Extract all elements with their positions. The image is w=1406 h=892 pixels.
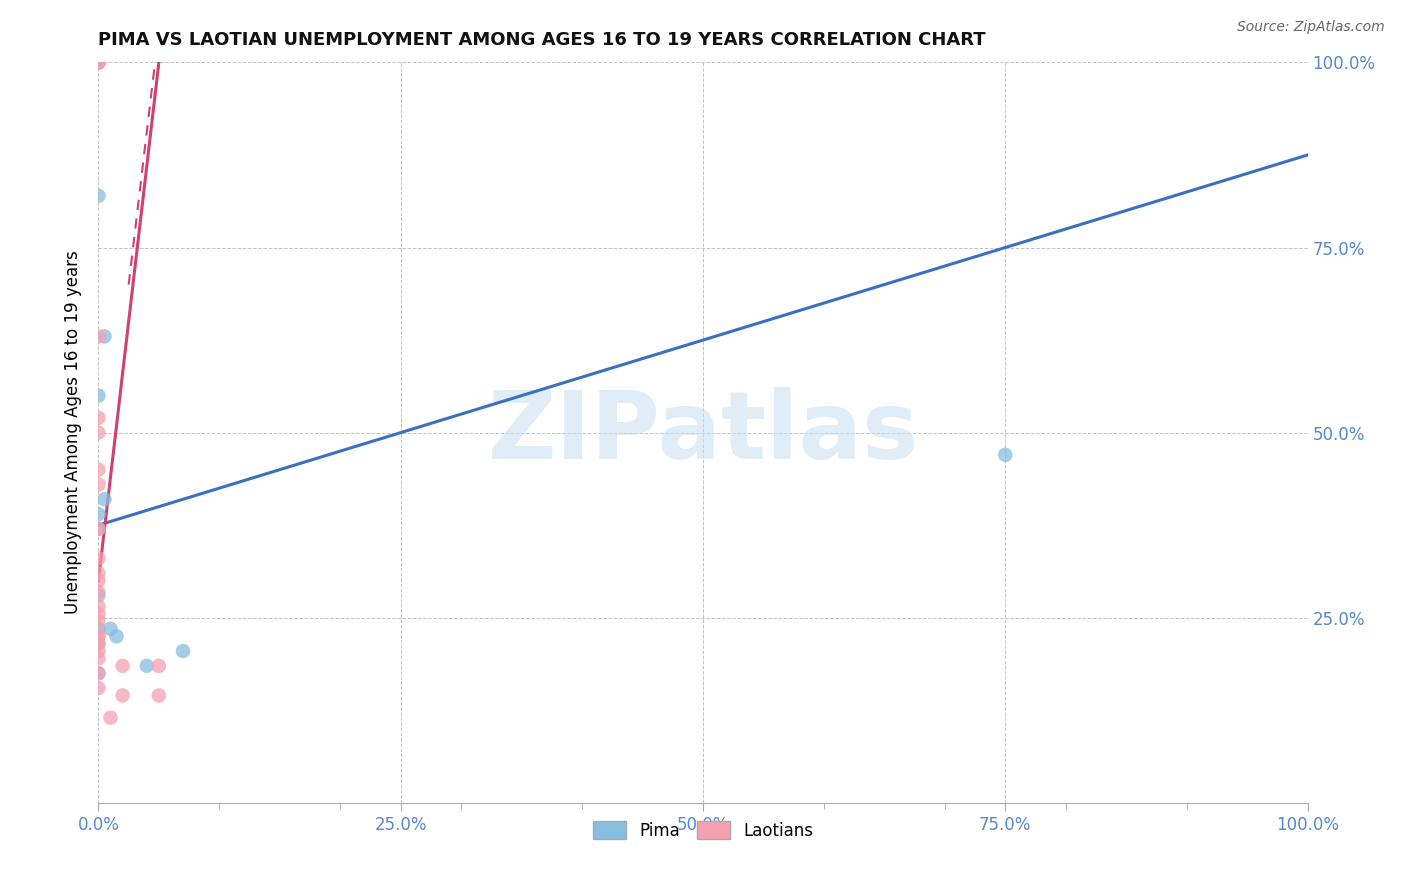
Point bbox=[87, 644, 110, 658]
Point bbox=[87, 410, 110, 425]
Legend: Pima, Laotians: Pima, Laotians bbox=[586, 814, 820, 847]
Point bbox=[87, 607, 110, 621]
Point bbox=[148, 658, 170, 673]
Point bbox=[87, 55, 110, 70]
Point bbox=[87, 629, 110, 643]
Text: ZIPatlas: ZIPatlas bbox=[488, 386, 918, 479]
Point bbox=[87, 637, 110, 651]
Point bbox=[105, 629, 128, 643]
Point bbox=[87, 55, 110, 70]
Y-axis label: Unemployment Among Ages 16 to 19 years: Unemployment Among Ages 16 to 19 years bbox=[65, 251, 83, 615]
Point bbox=[87, 188, 110, 202]
Text: Source: ZipAtlas.com: Source: ZipAtlas.com bbox=[1237, 20, 1385, 34]
Point bbox=[87, 388, 110, 402]
Point bbox=[87, 566, 110, 581]
Point bbox=[93, 492, 115, 507]
Point bbox=[87, 622, 110, 636]
Point bbox=[87, 651, 110, 665]
Point bbox=[87, 551, 110, 566]
Point bbox=[87, 615, 110, 629]
Point bbox=[87, 666, 110, 681]
Text: PIMA VS LAOTIAN UNEMPLOYMENT AMONG AGES 16 TO 19 YEARS CORRELATION CHART: PIMA VS LAOTIAN UNEMPLOYMENT AMONG AGES … bbox=[98, 31, 986, 49]
Point bbox=[93, 329, 115, 343]
Point bbox=[87, 462, 110, 476]
Point bbox=[111, 658, 134, 673]
Point bbox=[87, 522, 110, 536]
Point bbox=[100, 622, 122, 636]
Point bbox=[87, 666, 110, 681]
Point bbox=[148, 689, 170, 703]
Point bbox=[87, 55, 110, 70]
Point bbox=[87, 507, 110, 521]
Point bbox=[87, 637, 110, 651]
Point bbox=[87, 681, 110, 695]
Point bbox=[87, 425, 110, 440]
Point bbox=[87, 584, 110, 599]
Point bbox=[87, 599, 110, 614]
Point bbox=[87, 589, 110, 603]
Point bbox=[172, 644, 194, 658]
Point bbox=[87, 55, 110, 70]
Point bbox=[87, 329, 110, 343]
Point bbox=[87, 477, 110, 491]
Point bbox=[87, 522, 110, 536]
Point bbox=[994, 448, 1017, 462]
Point bbox=[100, 711, 122, 725]
Point bbox=[87, 574, 110, 588]
Point bbox=[87, 629, 110, 643]
Point bbox=[111, 689, 134, 703]
Point bbox=[135, 658, 157, 673]
